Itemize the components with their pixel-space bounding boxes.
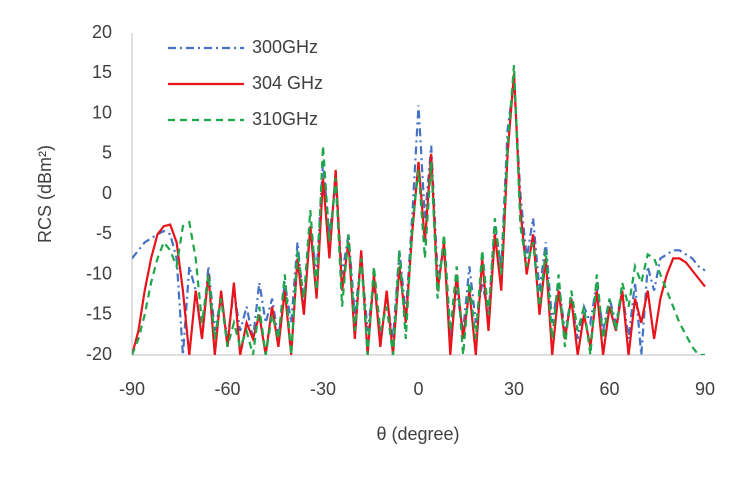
y-tick-label: 20 xyxy=(92,22,112,42)
plot-area xyxy=(132,65,706,355)
y-tick-label: 15 xyxy=(92,62,112,82)
x-axis-title: θ (degree) xyxy=(376,424,459,444)
y-tick-label: -5 xyxy=(96,223,112,243)
y-tick-label: 0 xyxy=(102,183,112,203)
x-tick-label: 30 xyxy=(504,379,524,399)
y-tick-label: 10 xyxy=(92,102,112,122)
x-tick-label: -30 xyxy=(310,379,336,399)
y-axis-title: RCS (dBm²) xyxy=(35,145,55,243)
x-tick-label: 0 xyxy=(413,379,423,399)
x-tick-label: 60 xyxy=(599,379,619,399)
series-line xyxy=(132,65,705,355)
x-tick-label: -90 xyxy=(119,379,145,399)
legend-label: 300GHz xyxy=(252,37,318,57)
legend-label: 310GHz xyxy=(252,109,318,129)
legend-label: 304 GHz xyxy=(252,73,323,93)
x-tick-label: 90 xyxy=(695,379,715,399)
y-tick-label: 5 xyxy=(102,143,112,163)
y-tick-label: -10 xyxy=(86,263,112,283)
y-tick-label: -20 xyxy=(86,344,112,364)
x-tick-label: -60 xyxy=(214,379,240,399)
y-tick-label: -15 xyxy=(86,304,112,324)
